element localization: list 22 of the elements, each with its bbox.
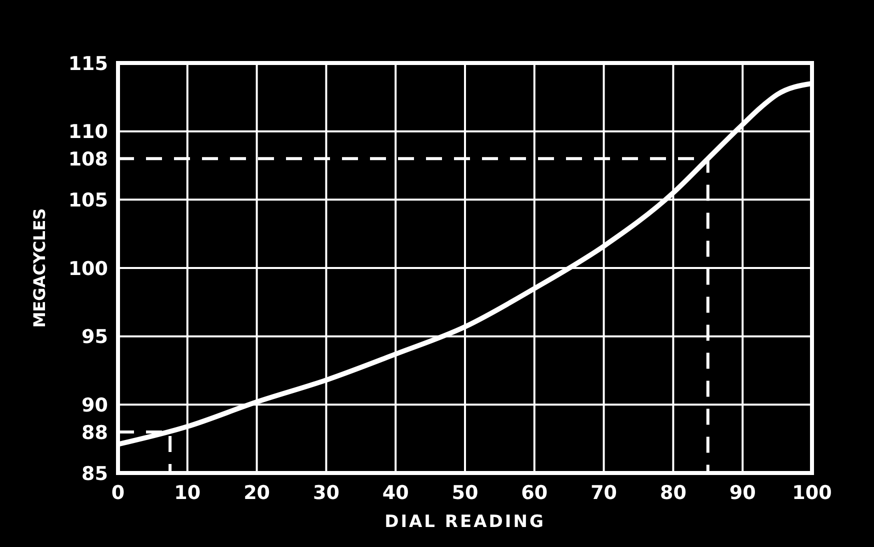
x-tick-label: 80 <box>660 482 686 504</box>
x-tick-label: 40 <box>382 482 409 504</box>
y-tick-label: 108 <box>68 148 108 171</box>
x-tick-label: 70 <box>590 482 618 504</box>
y-tick-label: 100 <box>68 258 108 280</box>
x-tick-label: 50 <box>452 482 478 504</box>
y-tick-label: 88 <box>82 422 108 444</box>
x-tick-label: 60 <box>521 482 548 504</box>
x-tick-label: 100 <box>792 482 832 504</box>
x-tick-label: 10 <box>174 482 201 504</box>
y-tick-label: 110 <box>68 121 108 144</box>
y-tick-label: 105 <box>68 190 108 212</box>
y-tick-label: 95 <box>82 326 108 348</box>
y-axis-title: MEGACYCLES <box>30 208 49 328</box>
x-tick-label: 20 <box>244 482 270 504</box>
x-tick-label: 90 <box>729 482 756 504</box>
x-tick-label: 0 <box>111 482 125 504</box>
x-axis-title: DIAL READING <box>384 512 546 532</box>
y-tick-label: 115 <box>68 52 108 75</box>
y-tick-label: 90 <box>82 394 108 417</box>
x-tick-label: 30 <box>312 482 340 504</box>
y-tick-label: 85 <box>82 462 108 485</box>
